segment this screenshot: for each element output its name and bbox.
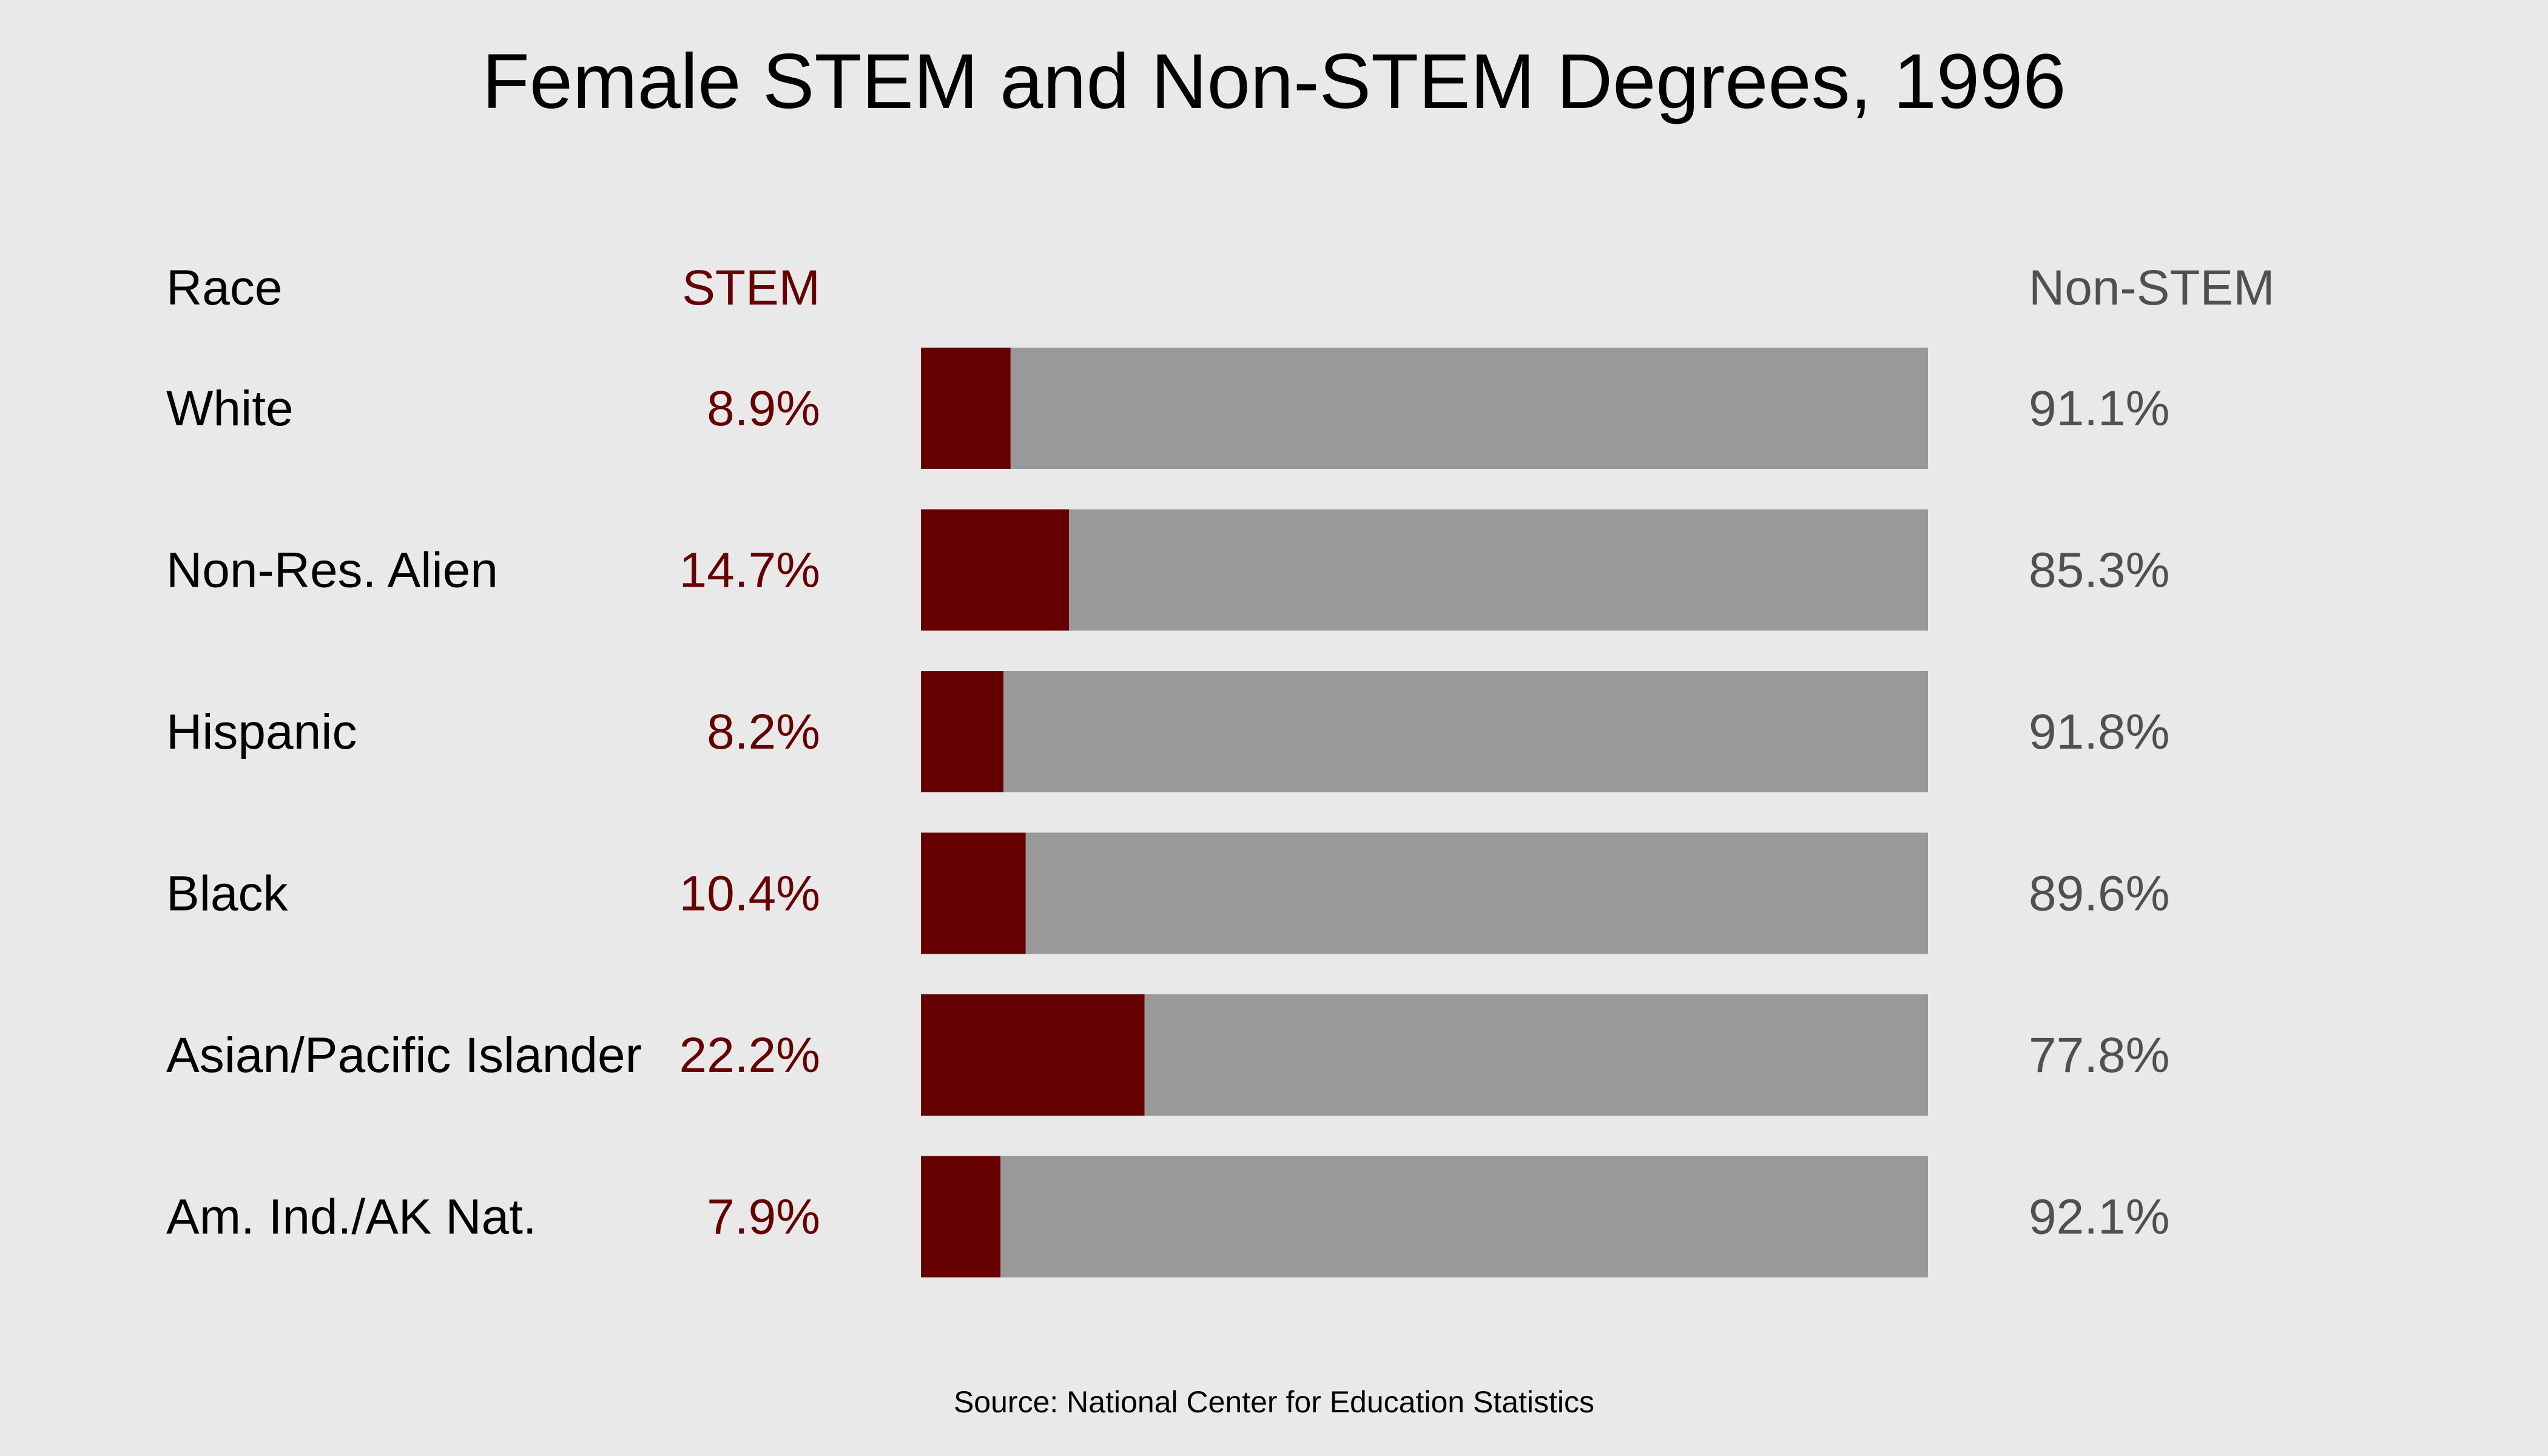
stem-value-label: 7.9% <box>707 1190 820 1245</box>
bar-non-stem <box>1025 832 1928 954</box>
header-non-stem: Non-STEM <box>2029 260 2275 315</box>
race-label: Am. Ind./AK Nat. <box>166 1190 537 1245</box>
source-note: Source: National Center for Education St… <box>954 1385 1594 1419</box>
bar-non-stem <box>1003 671 1928 792</box>
stem-value-label: 14.7% <box>679 543 820 598</box>
stem-value-label: 8.2% <box>707 704 820 760</box>
bar-stem <box>921 832 1026 954</box>
non-stem-value-label: 85.3% <box>2029 543 2170 598</box>
bar-non-stem <box>1069 509 1928 631</box>
bar-stem <box>921 1156 1001 1278</box>
header-stem: STEM <box>682 260 820 315</box>
race-label: Black <box>166 866 289 922</box>
bar-stem <box>921 994 1145 1116</box>
non-stem-value-label: 92.1% <box>2029 1190 2170 1245</box>
header-race: Race <box>166 260 282 315</box>
bar-stem <box>921 509 1070 631</box>
bar-non-stem <box>1000 1156 1928 1278</box>
bar-non-stem <box>1144 994 1928 1116</box>
race-label: Asian/Pacific Islander <box>166 1028 642 1083</box>
bar-non-stem <box>1010 348 1928 469</box>
non-stem-value-label: 77.8% <box>2029 1028 2170 1083</box>
non-stem-value-label: 91.8% <box>2029 704 2170 760</box>
stem-value-label: 10.4% <box>679 866 820 922</box>
non-stem-value-label: 91.1% <box>2029 381 2170 436</box>
bar-stem <box>921 671 1004 792</box>
bar-rows: White 8.9% 91.1% Non-Res. Alien 14.7% 85.3% Hi… <box>166 348 2170 1278</box>
race-label: Hispanic <box>166 704 357 760</box>
chart-title: Female STEM and Non-STEM Degrees, 1996 <box>482 38 2066 125</box>
stem-value-label: 22.2% <box>679 1028 820 1083</box>
stem-value-label: 8.9% <box>707 381 820 436</box>
race-label: White <box>166 381 294 436</box>
non-stem-value-label: 89.6% <box>2029 866 2170 922</box>
bar-stem <box>921 348 1011 469</box>
race-label: Non-Res. Alien <box>166 543 498 598</box>
